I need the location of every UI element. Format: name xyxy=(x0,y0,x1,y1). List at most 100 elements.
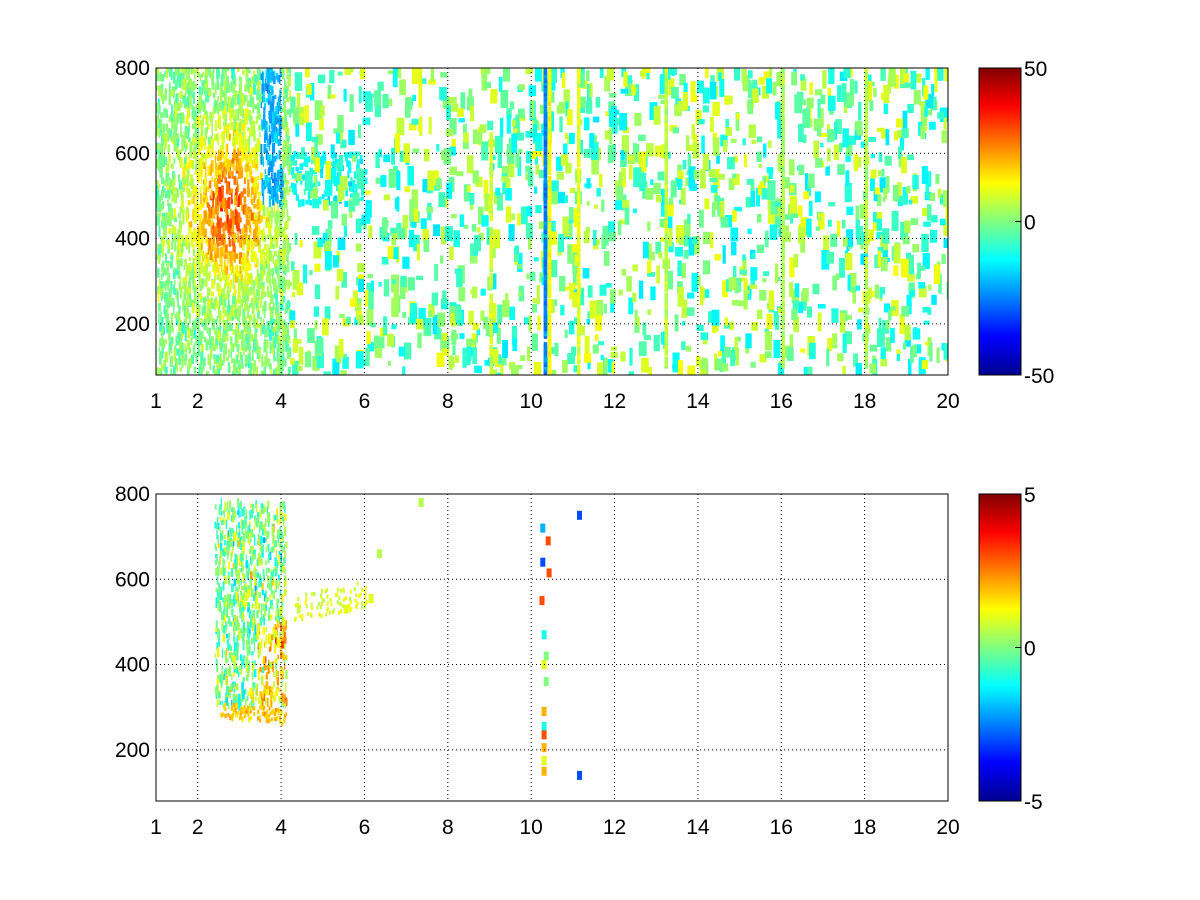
heatmap-cell xyxy=(421,78,427,84)
heatmap-cell xyxy=(269,341,272,354)
heatmap-cell xyxy=(265,263,268,270)
heatmap-cell xyxy=(872,222,877,231)
heatmap-cell xyxy=(264,264,266,274)
heatmap-cell xyxy=(177,68,181,78)
heatmap-cell xyxy=(495,187,501,196)
heatmap-cell xyxy=(321,167,324,174)
heatmap-cell xyxy=(307,197,311,205)
heatmap-cell xyxy=(675,246,683,257)
heatmap-streak xyxy=(864,118,869,126)
heatmap-cell xyxy=(226,540,230,547)
heatmap-cell xyxy=(245,94,248,101)
heatmap-cell xyxy=(867,287,872,300)
heatmap-cell xyxy=(925,93,933,109)
heatmap-cell xyxy=(252,219,256,224)
heatmap-cell xyxy=(846,229,854,247)
heatmap-streak xyxy=(489,354,493,362)
heatmap-streak xyxy=(664,174,668,182)
heatmap-cell xyxy=(887,76,891,94)
heatmap-cell xyxy=(517,252,523,272)
heatmap-cell xyxy=(764,230,769,248)
heatmap-cell xyxy=(211,138,214,148)
heatmap-cell xyxy=(463,184,471,202)
heatmap-cell xyxy=(277,203,279,212)
heatmap-cell xyxy=(253,360,256,372)
heatmap-cell xyxy=(225,217,228,228)
heatmap-cell xyxy=(935,173,940,184)
heatmap-cell xyxy=(230,344,234,352)
heatmap-cell xyxy=(179,341,183,350)
heatmap-streak xyxy=(489,255,493,263)
heatmap-cell xyxy=(181,68,183,73)
heatmap-cell xyxy=(366,309,374,326)
heatmap-cell xyxy=(724,317,729,326)
heatmap-cell xyxy=(709,81,717,100)
heatmap-cell xyxy=(290,159,295,166)
heatmap-cell xyxy=(281,68,285,74)
heatmap-cell xyxy=(268,274,270,284)
heatmap-cell xyxy=(281,227,284,237)
heatmap-cell xyxy=(275,329,278,339)
heatmap-cell xyxy=(295,166,299,171)
heatmap-cell xyxy=(470,105,475,122)
heatmap-cell xyxy=(925,110,933,116)
heatmap-cell xyxy=(265,83,269,92)
heatmap-cell xyxy=(446,182,453,199)
heatmap-cell xyxy=(642,181,648,199)
heatmap-streak xyxy=(543,168,548,176)
heatmap-cell xyxy=(256,306,260,312)
heatmap-cell xyxy=(260,172,264,181)
heatmap-cell xyxy=(282,173,286,186)
heatmap-cell xyxy=(413,208,419,222)
heatmap-cell xyxy=(921,208,928,217)
heatmap-cell xyxy=(287,127,290,138)
heatmap-cell xyxy=(554,342,559,357)
heatmap-cell xyxy=(174,280,176,286)
heatmap-cell xyxy=(178,354,181,361)
heatmap-cell xyxy=(199,74,202,83)
heatmap-cell xyxy=(265,217,269,222)
heatmap-cell xyxy=(251,280,255,292)
heatmap-cell xyxy=(236,563,239,569)
heatmap-cell xyxy=(254,104,256,110)
heatmap-cell xyxy=(518,84,525,91)
heatmap-cell xyxy=(769,68,773,78)
heatmap-cell xyxy=(245,172,248,180)
heatmap-cell xyxy=(187,211,190,220)
heatmap-cell xyxy=(469,193,475,205)
heatmap-cell xyxy=(732,265,737,284)
heatmap-cell xyxy=(282,325,285,336)
heatmap-cell xyxy=(463,224,469,229)
heatmap-cell xyxy=(693,235,700,255)
heatmap-cell xyxy=(231,371,235,375)
heatmap-cell xyxy=(255,302,258,309)
heatmap-cell xyxy=(627,155,634,161)
heatmap-cell xyxy=(168,338,171,347)
heatmap-cell xyxy=(403,143,410,163)
heatmap-cell xyxy=(412,148,420,154)
heatmap-cell xyxy=(442,290,447,305)
heatmap-cell xyxy=(199,214,202,219)
heatmap-cell xyxy=(187,108,190,119)
heatmap-streak xyxy=(489,293,493,301)
heatmap-streak xyxy=(489,337,493,344)
heatmap-cell xyxy=(271,143,276,154)
heatmap-cell xyxy=(288,302,291,307)
heatmap-cell xyxy=(244,132,246,140)
heatmap-cell xyxy=(396,170,401,191)
heatmap-cell xyxy=(304,170,313,191)
heatmap-cell xyxy=(858,307,863,313)
heatmap-cell xyxy=(387,361,391,366)
heatmap-cell xyxy=(156,190,159,201)
heatmap-cell xyxy=(820,108,824,128)
heatmap-cell xyxy=(328,168,336,180)
heatmap-cell xyxy=(205,258,209,267)
heatmap-cell xyxy=(822,70,827,89)
heatmap-cell xyxy=(337,169,342,178)
heatmap-cell xyxy=(411,189,419,209)
heatmap-cell xyxy=(631,84,636,96)
heatmap-cell xyxy=(267,285,270,298)
heatmap-cell xyxy=(422,228,430,242)
heatmap-cell xyxy=(165,109,169,118)
heatmap-cell xyxy=(233,273,235,282)
